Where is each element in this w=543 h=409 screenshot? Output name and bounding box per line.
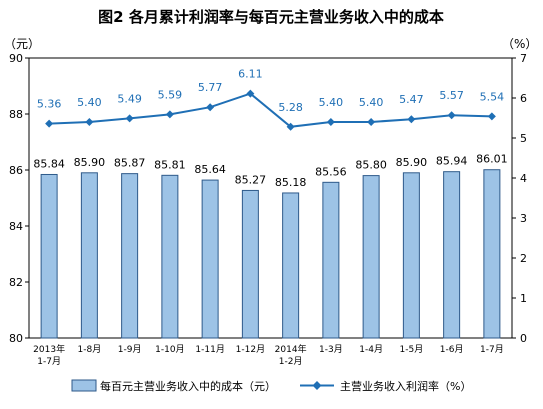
right-tick-label: 5: [520, 132, 527, 145]
right-axis-unit: （%）: [502, 37, 537, 51]
line-value-label: 5.77: [198, 81, 223, 94]
line-point-marker: [246, 89, 255, 98]
left-tick-label: 80: [9, 332, 23, 345]
right-tick-label: 1: [520, 292, 527, 305]
category-label: 1-7月: [480, 344, 504, 355]
right-tick-label: 3: [520, 212, 527, 225]
category-label: 2013年: [33, 343, 65, 355]
line-value-label: 5.28: [278, 101, 303, 114]
category-label: 1-7月: [37, 356, 61, 367]
category-label: 1-3月: [319, 344, 343, 355]
right-tick-label: 2: [520, 252, 527, 265]
line-point-marker: [326, 118, 335, 126]
line-value-label: 5.54: [480, 90, 505, 103]
line-value-label: 6.11: [238, 68, 263, 81]
bar-value-label: 85.64: [194, 163, 226, 176]
line-value-label: 5.47: [399, 93, 424, 106]
bar-value-label: 85.80: [355, 159, 387, 172]
legend-line-label: 主营业务收入利润率（%）: [340, 379, 471, 393]
category-label: 1-6月: [440, 344, 464, 355]
line-point-marker: [125, 114, 134, 123]
left-tick-label: 84: [9, 220, 23, 233]
category-label: 1-9月: [118, 344, 142, 355]
category-label: 1-11月: [195, 344, 224, 355]
line-point-marker: [407, 115, 416, 124]
right-tick-label: 7: [520, 52, 527, 65]
category-label: 1-5月: [400, 344, 424, 355]
line-point-marker: [206, 103, 215, 112]
bar-value-label: 85.18: [275, 176, 307, 189]
bar-value-label: 85.90: [74, 156, 106, 169]
legend-bar-label: 每百元主营业务收入中的成本（元）: [100, 379, 276, 393]
category-label: 1-12月: [236, 344, 265, 355]
legend-line-marker: [312, 381, 322, 390]
bar: [241, 189, 259, 339]
line-value-label: 5.59: [158, 88, 183, 101]
bar: [121, 173, 139, 339]
bar: [161, 174, 179, 339]
bar: [322, 181, 340, 339]
legend: 每百元主营业务收入中的成本（元） 主营业务收入利润率（%）: [71, 379, 471, 393]
line-point-marker: [286, 122, 295, 131]
line-value-label: 5.36: [37, 98, 62, 111]
left-tick-label: 90: [9, 52, 23, 65]
chart-title: 图2 各月累计利润率与每百元主营业务收入中的成本: [98, 8, 444, 26]
right-tick-label: 4: [520, 172, 527, 185]
right-tick-label: 6: [520, 92, 527, 105]
bar-value-label: 85.94: [436, 155, 468, 168]
line-value-label: 5.57: [439, 89, 464, 102]
right-tick-label: 0: [520, 332, 527, 345]
bar-value-label: 85.56: [315, 165, 347, 178]
line-point-marker: [45, 119, 54, 128]
bar: [443, 171, 461, 339]
bar-value-label: 85.87: [114, 157, 146, 170]
left-tick-label: 86: [9, 164, 23, 177]
left-axis-unit: （元）: [4, 37, 40, 51]
left-tick-label: 88: [9, 108, 23, 121]
bar: [40, 173, 58, 339]
bar: [201, 179, 219, 339]
bar: [362, 175, 380, 339]
line-value-label: 5.40: [77, 96, 102, 109]
line-point-marker: [487, 112, 496, 121]
bar: [483, 169, 501, 339]
bar: [402, 172, 420, 339]
plot-area: [28, 57, 513, 339]
bar: [282, 192, 300, 339]
left-tick-label: 82: [9, 276, 23, 289]
bar-value-label: 86.01: [476, 153, 508, 166]
line-point-marker: [85, 118, 94, 126]
category-label: 1-4月: [359, 344, 383, 355]
bar: [80, 172, 98, 339]
line-point-marker: [165, 110, 174, 119]
bar-value-label: 85.27: [235, 173, 267, 186]
category-label: 1-10月: [155, 344, 184, 355]
line-value-label: 5.49: [117, 92, 142, 105]
category-label: 2014年: [275, 343, 307, 355]
line-value-label: 5.40: [319, 96, 344, 109]
line-point-marker: [367, 118, 376, 126]
bar-value-label: 85.81: [154, 158, 186, 171]
category-label: 1-2月: [279, 356, 303, 367]
line-point-marker: [447, 111, 456, 120]
legend-bar-swatch: [71, 379, 97, 392]
bar-value-label: 85.84: [33, 157, 65, 170]
bar-value-label: 85.90: [396, 156, 428, 169]
profit-rate-line: [49, 92, 492, 128]
line-value-label: 5.40: [359, 96, 384, 109]
category-label: 1-8月: [78, 344, 102, 355]
